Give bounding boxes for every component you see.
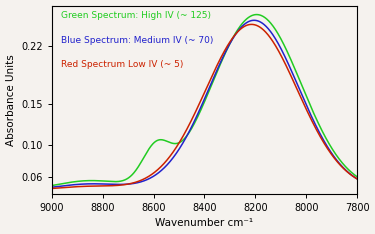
Text: Blue Spectrum: Medium IV (~ 70): Blue Spectrum: Medium IV (~ 70) (61, 36, 213, 45)
Text: Green Spectrum: High IV (~ 125): Green Spectrum: High IV (~ 125) (61, 11, 211, 20)
Y-axis label: Absorbance Units: Absorbance Units (6, 54, 15, 146)
X-axis label: Wavenumber cm⁻¹: Wavenumber cm⁻¹ (155, 219, 254, 228)
Text: Red Spectrum Low IV (~ 5): Red Spectrum Low IV (~ 5) (61, 60, 183, 69)
